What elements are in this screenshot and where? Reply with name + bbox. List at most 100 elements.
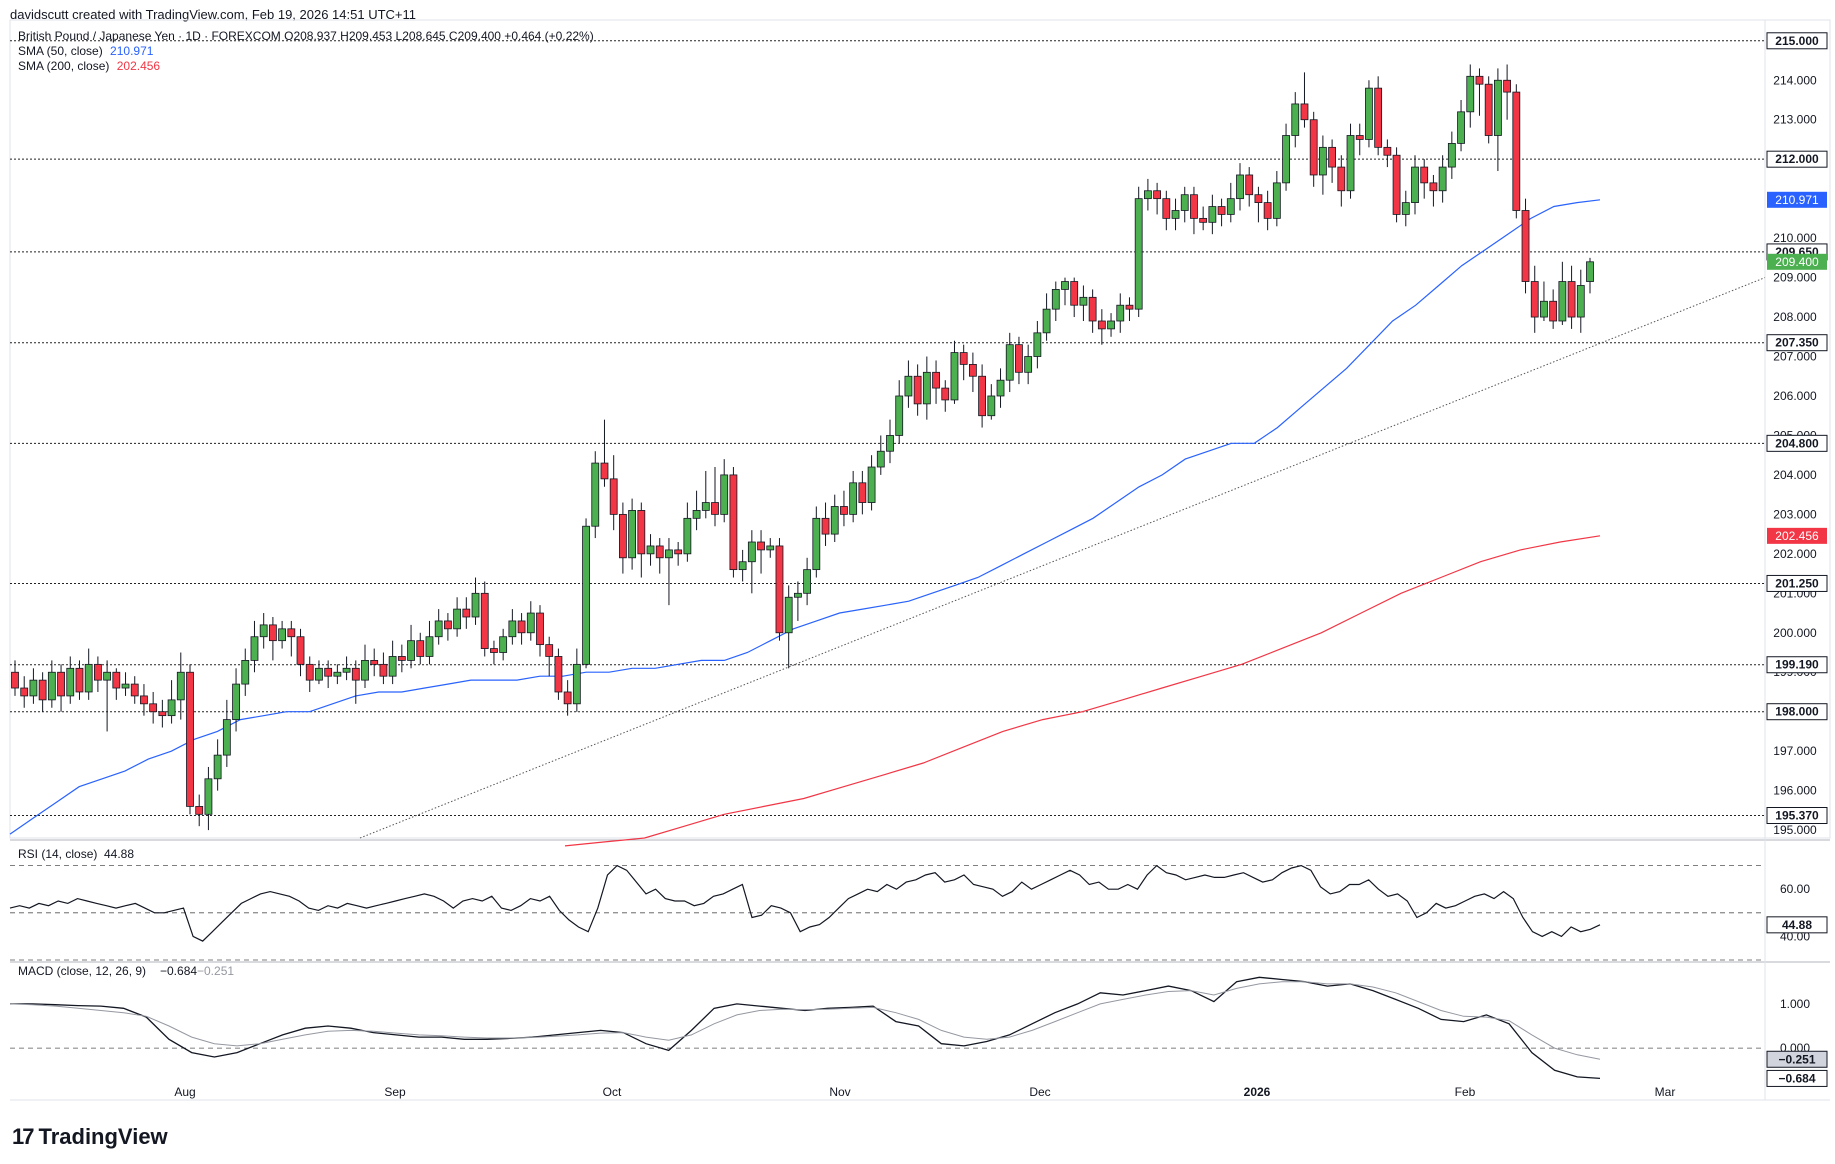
candle-body bbox=[112, 671, 121, 689]
macd-value-tag bbox=[1766, 1069, 1828, 1087]
candle-down bbox=[563, 680, 572, 716]
candle-down bbox=[711, 467, 719, 527]
tradingview-logo[interactable]: 17 TradingView bbox=[12, 1124, 168, 1150]
candle-body bbox=[1447, 142, 1456, 168]
candle-down bbox=[637, 502, 646, 578]
candle-body bbox=[1042, 308, 1051, 334]
candle-up bbox=[582, 518, 590, 669]
candle-body bbox=[1097, 320, 1106, 330]
candle-down bbox=[1217, 198, 1226, 227]
time-tick-label: Sep bbox=[384, 1085, 406, 1099]
candle-down bbox=[968, 352, 977, 393]
price-tick-label: 208.000 bbox=[1773, 310, 1817, 324]
candle-body bbox=[1272, 182, 1281, 219]
candle-up bbox=[278, 620, 287, 649]
candle-body bbox=[407, 640, 415, 661]
candle-up bbox=[867, 455, 876, 511]
candle-body bbox=[38, 679, 47, 701]
candle-down bbox=[941, 380, 950, 412]
tradingview-logo-mark: 17 bbox=[12, 1124, 35, 1149]
candle-body bbox=[241, 660, 250, 685]
candle-body bbox=[1328, 146, 1337, 168]
candle-down bbox=[1254, 186, 1263, 223]
chart-byline: davidscutt created with TradingView.com,… bbox=[10, 7, 417, 22]
candle-down bbox=[158, 699, 167, 728]
candle-down bbox=[370, 648, 379, 677]
candle-down bbox=[1392, 147, 1401, 223]
candle-body bbox=[1318, 146, 1327, 176]
candle-body bbox=[186, 671, 194, 807]
candle-body bbox=[333, 671, 342, 677]
candle-body bbox=[701, 502, 710, 511]
candle-up bbox=[1282, 123, 1290, 191]
candle-body bbox=[1420, 166, 1429, 184]
candle-up bbox=[1005, 332, 1014, 393]
time-tick-label: Mar bbox=[1655, 1085, 1676, 1099]
candle-body bbox=[1576, 285, 1585, 318]
candle-body bbox=[1346, 135, 1355, 192]
rsi-legend-value: 44.88 bbox=[104, 847, 134, 861]
macd-tick-label: 1.000 bbox=[1780, 997, 1810, 1011]
candle-body bbox=[1503, 79, 1512, 93]
candle-body bbox=[968, 364, 977, 377]
candle-body bbox=[738, 561, 747, 571]
candle-body bbox=[47, 671, 56, 701]
candle-down bbox=[1355, 123, 1364, 156]
candle-body bbox=[167, 699, 176, 717]
time-tick-label: Dec bbox=[1029, 1085, 1050, 1099]
candle-up bbox=[830, 494, 839, 543]
candle-up bbox=[213, 739, 222, 791]
candle-body bbox=[351, 667, 360, 681]
candle-body bbox=[1411, 166, 1419, 203]
candle-down bbox=[1015, 336, 1023, 385]
price-tick-label: 210.000 bbox=[1773, 231, 1817, 245]
candle-body bbox=[1355, 135, 1364, 140]
macd-line bbox=[10, 976, 1601, 1080]
sma200-value: 202.456 bbox=[116, 59, 161, 73]
candle-body bbox=[1466, 75, 1475, 113]
level-tag bbox=[1766, 150, 1828, 168]
candle-body bbox=[830, 506, 839, 535]
candle-body bbox=[895, 395, 904, 436]
candle-body bbox=[1291, 103, 1300, 136]
candle-body bbox=[766, 545, 775, 551]
level-tag bbox=[1766, 574, 1828, 592]
candle-body bbox=[1530, 281, 1539, 318]
candle-body bbox=[729, 474, 738, 571]
candle-body bbox=[1199, 217, 1208, 223]
rsi-legend-label: RSI (14, close) bbox=[18, 847, 97, 861]
candle-down bbox=[959, 344, 968, 381]
candle-up bbox=[1493, 68, 1502, 172]
candle-up bbox=[315, 660, 323, 685]
candle-up bbox=[646, 534, 655, 566]
candle-body bbox=[655, 545, 664, 559]
level-tag-label: 201.250 bbox=[1775, 576, 1819, 590]
time-tick-label: Feb bbox=[1455, 1085, 1476, 1099]
candle-up bbox=[747, 530, 756, 594]
candle-down bbox=[443, 613, 452, 641]
price-tag bbox=[1767, 191, 1827, 208]
candle-body bbox=[784, 596, 793, 634]
price-tick-label: 196.000 bbox=[1773, 784, 1817, 798]
candle-up bbox=[996, 368, 1005, 408]
candle-down bbox=[140, 684, 148, 716]
candle-body bbox=[1236, 174, 1244, 200]
candle-body bbox=[453, 608, 462, 630]
candle-up bbox=[692, 490, 701, 531]
candle-up bbox=[572, 648, 581, 712]
candle-body bbox=[637, 510, 646, 555]
candle-body bbox=[720, 474, 729, 515]
candle-up bbox=[222, 699, 231, 767]
rsi-line bbox=[9, 864, 1601, 942]
candle-down bbox=[858, 470, 867, 515]
candle-body bbox=[876, 450, 885, 468]
candle-body bbox=[1392, 154, 1401, 215]
candle-body bbox=[1282, 135, 1290, 184]
level-tag-label: 198.000 bbox=[1775, 705, 1819, 719]
candle-down bbox=[57, 664, 65, 712]
candle-down bbox=[1300, 72, 1309, 128]
candle-body bbox=[1484, 83, 1493, 136]
candle-up bbox=[47, 660, 56, 708]
candle-up bbox=[591, 451, 600, 539]
